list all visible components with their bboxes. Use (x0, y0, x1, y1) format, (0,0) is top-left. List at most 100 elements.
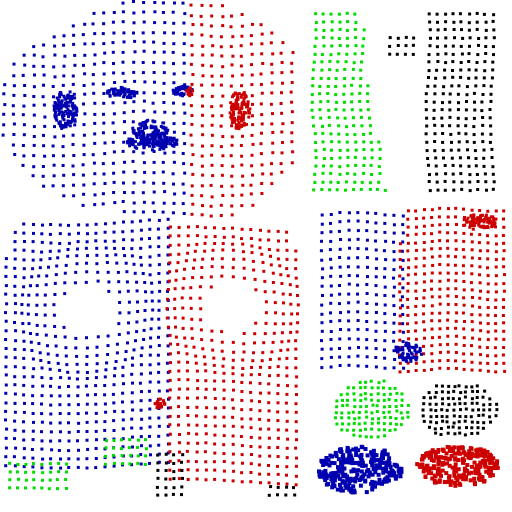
uv-point-marker (85, 377, 89, 380)
uv-point-marker (321, 131, 325, 135)
uv-point-marker (430, 232, 433, 236)
uv-point-marker (211, 248, 215, 252)
uv-point-marker (334, 77, 338, 81)
uv-point-marker (488, 460, 493, 465)
uv-point-marker (241, 118, 245, 122)
uv-point-marker (40, 240, 44, 244)
uv-point-marker (162, 181, 166, 185)
uv-point-marker (112, 112, 116, 116)
uv-point-marker (338, 156, 342, 160)
uv-point-marker (182, 191, 186, 195)
uv-point-marker (205, 406, 209, 410)
uv-point-marker (334, 85, 338, 88)
uv-point-marker (102, 22, 106, 26)
uv-point-marker (451, 69, 454, 72)
uv-point-marker (40, 250, 44, 254)
uv-point-marker (276, 464, 279, 468)
uv-point-marker (436, 36, 439, 40)
uv-point-marker (418, 348, 422, 352)
uv-point-marker (294, 402, 298, 406)
uv-point-marker (58, 421, 62, 425)
uv-point-marker (375, 302, 378, 306)
uv-point-marker (281, 322, 285, 326)
uv-point-marker (53, 44, 57, 48)
uv-point-marker (471, 304, 474, 308)
uv-point-marker (439, 433, 443, 436)
uv-point-marker (398, 346, 402, 350)
uv-point-marker (186, 478, 190, 481)
uv-point-marker (428, 20, 432, 24)
uv-point-marker (249, 192, 253, 196)
uv-point-marker (46, 352, 50, 356)
uv-point-marker (222, 388, 226, 392)
uv-point-marker (437, 215, 441, 219)
uv-point-marker (126, 331, 130, 335)
uv-point-marker (435, 468, 440, 473)
uv-point-marker (105, 254, 109, 258)
uv-point-marker (13, 153, 17, 156)
uv-point-marker (359, 452, 364, 457)
uv-point-marker (455, 478, 460, 483)
uv-point-marker (163, 190, 167, 194)
uv-point-marker (117, 280, 121, 284)
uv-point-marker (4, 274, 8, 278)
uv-point-marker (151, 148, 155, 152)
uv-point-marker (476, 468, 481, 473)
uv-point-marker (124, 261, 128, 265)
uv-point-marker (376, 399, 380, 403)
uv-point-marker (120, 454, 124, 458)
uv-point-marker (454, 255, 457, 259)
uv-point-marker (185, 369, 189, 373)
uv-point-marker (189, 104, 193, 108)
uv-point-marker (340, 416, 344, 420)
uv-point-marker (313, 52, 317, 56)
uv-point-marker (407, 342, 410, 346)
uv-point-marker (354, 476, 359, 480)
uv-point-marker (501, 234, 505, 237)
uv-point-marker (428, 44, 432, 48)
uv-point-marker (285, 366, 289, 370)
uv-point-marker (457, 420, 461, 424)
uv-point-marker (259, 102, 263, 106)
uv-point-marker (186, 360, 189, 364)
uv-point-marker (84, 384, 88, 388)
uv-point-marker (425, 140, 429, 144)
uv-point-marker (383, 294, 387, 297)
uv-point-marker (286, 348, 290, 352)
uv-point-marker (140, 124, 144, 128)
uv-point-marker (231, 193, 235, 197)
uv-point-marker (140, 444, 143, 448)
uv-point-marker (472, 116, 476, 120)
uv-point-marker (132, 150, 136, 154)
uv-point-marker (427, 12, 431, 16)
uv-point-marker (162, 399, 165, 403)
uv-point-marker (442, 461, 446, 466)
uv-point-marker (446, 294, 450, 298)
uv-point-marker (341, 474, 346, 479)
uv-point-marker (231, 74, 235, 78)
uv-point-marker (375, 458, 380, 462)
uv-point-marker (168, 253, 172, 257)
uv-point-marker (492, 28, 496, 32)
uv-point-marker (362, 140, 366, 144)
uv-point-marker (155, 128, 158, 132)
uv-point-marker (396, 44, 400, 47)
uv-point-marker (211, 114, 215, 118)
uv-point-marker (454, 359, 457, 363)
uv-point-marker (276, 373, 280, 377)
uv-point-marker (56, 487, 59, 491)
uv-point-marker (47, 265, 50, 269)
torso-left-half (4, 217, 171, 470)
uv-point-marker (92, 91, 96, 95)
uv-point-marker (494, 314, 497, 318)
uv-point-marker (417, 463, 422, 468)
uv-point-marker (156, 140, 160, 144)
uv-point-marker (267, 401, 271, 405)
uv-point-marker (144, 136, 147, 140)
uv-point-marker (430, 304, 434, 308)
uv-point-marker (187, 225, 190, 229)
uv-point-marker (472, 133, 476, 137)
uv-point-marker (231, 54, 235, 58)
uv-point-marker (390, 473, 394, 478)
uv-point-marker (172, 122, 176, 126)
